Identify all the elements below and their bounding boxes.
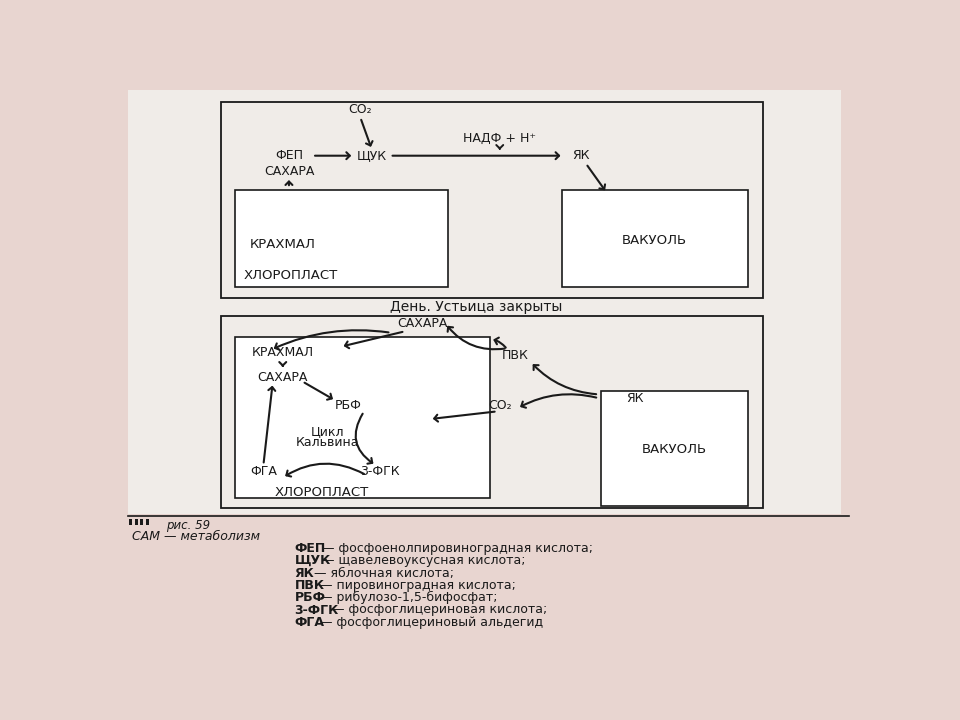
Text: ФЕП: ФЕП bbox=[275, 149, 303, 162]
Bar bbox=[128, 90, 841, 514]
Text: КРАХМАЛ: КРАХМАЛ bbox=[250, 238, 316, 251]
Text: РБФ: РБФ bbox=[295, 591, 325, 604]
Text: CO₂: CO₂ bbox=[348, 103, 372, 116]
Bar bbox=[234, 337, 491, 498]
Text: ЩУК: ЩУК bbox=[295, 554, 330, 567]
Bar bbox=[234, 190, 447, 287]
Text: ФЕП: ФЕП bbox=[295, 542, 325, 555]
Text: САМ — метаболизм: САМ — метаболизм bbox=[132, 531, 259, 544]
Text: ЯК: ЯК bbox=[627, 392, 644, 405]
Bar bbox=[562, 190, 748, 287]
Text: ЯК: ЯК bbox=[295, 567, 314, 580]
Text: ВАКУОЛЬ: ВАКУОЛЬ bbox=[622, 234, 687, 247]
Text: — фосфоглицериновая кислота;: — фосфоглицериновая кислота; bbox=[328, 603, 548, 616]
Text: Цикл: Цикл bbox=[311, 425, 345, 438]
Text: 3-ФГК: 3-ФГК bbox=[360, 465, 399, 478]
Text: — яблочная кислота;: — яблочная кислота; bbox=[310, 567, 454, 580]
Text: рис. 59: рис. 59 bbox=[166, 519, 210, 532]
Text: ФГА: ФГА bbox=[295, 616, 324, 629]
Text: ФГА: ФГА bbox=[250, 465, 276, 478]
Text: — щавелевоуксусная кислота;: — щавелевоуксусная кислота; bbox=[318, 554, 525, 567]
Bar bbox=[130, 519, 132, 526]
Text: ХЛОРОПЛАСТ: ХЛОРОПЛАСТ bbox=[275, 486, 369, 499]
Text: ЯК: ЯК bbox=[572, 149, 589, 162]
Text: НАДФ + Н⁺: НАДФ + Н⁺ bbox=[464, 132, 537, 145]
Text: ХЛОРОПЛАСТ: ХЛОРОПЛАСТ bbox=[244, 269, 338, 282]
Text: Кальвина: Кальвина bbox=[296, 436, 359, 449]
Text: ПВК: ПВК bbox=[502, 349, 529, 362]
Text: САХАРА: САХАРА bbox=[257, 371, 308, 384]
Bar bbox=[140, 519, 143, 526]
Text: ПВК: ПВК bbox=[295, 579, 324, 592]
Text: ЩУК: ЩУК bbox=[357, 149, 387, 162]
Text: — рибулозо-1,5-бифосфат;: — рибулозо-1,5-бифосфат; bbox=[316, 591, 497, 604]
Text: — фосфоенолпировиноградная кислота;: — фосфоенолпировиноградная кислота; bbox=[318, 542, 592, 555]
Bar bbox=[221, 102, 763, 298]
Bar bbox=[146, 519, 149, 526]
Text: САХАРА: САХАРА bbox=[264, 165, 314, 178]
Text: КРАХМАЛ: КРАХМАЛ bbox=[252, 346, 314, 359]
Text: ВАКУОЛЬ: ВАКУОЛЬ bbox=[641, 444, 707, 456]
Text: День. Устьица закрыты: День. Устьица закрыты bbox=[391, 300, 563, 315]
Text: СО₂: СО₂ bbox=[488, 400, 512, 413]
Text: 3-ФГК: 3-ФГК bbox=[295, 603, 339, 616]
Bar bbox=[601, 390, 748, 506]
Text: — фосфоглицериновый альдегид: — фосфоглицериновый альдегид bbox=[316, 616, 543, 629]
Text: РБФ: РБФ bbox=[335, 400, 362, 413]
Bar bbox=[221, 316, 763, 508]
Text: — пировиноградная кислота;: — пировиноградная кислота; bbox=[316, 579, 516, 592]
Text: САХАРА: САХАРА bbox=[397, 317, 447, 330]
Bar bbox=[134, 519, 138, 526]
